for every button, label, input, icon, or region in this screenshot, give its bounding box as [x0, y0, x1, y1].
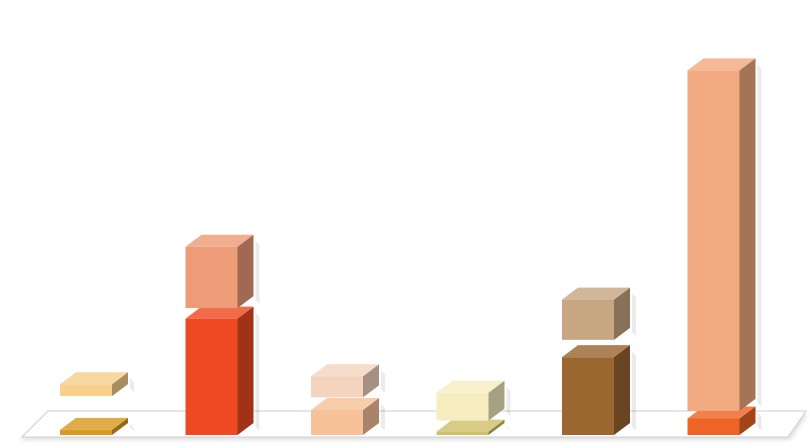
bar-1-bottom-segment-top	[60, 417, 128, 430]
bar-1-bottom-segment-side	[112, 417, 128, 435]
bar-1-top-segment-front	[60, 384, 112, 397]
bar-4-bottom-segment-shadow	[506, 425, 511, 431]
bar-1-bottom-segment-front	[60, 429, 112, 435]
bar-5-top-segment-shadow	[632, 293, 636, 336]
bar-group-5	[562, 287, 636, 435]
bar-2-top-segment-top	[185, 234, 254, 247]
bar-1-top-segment	[60, 372, 134, 397]
bar-2-bottom-segment	[185, 306, 260, 435]
bar-2-top-segment	[185, 234, 260, 309]
bar-5-top-segment-top	[562, 287, 630, 300]
bar-2-top-segment-shadow	[255, 240, 260, 305]
bar-1-bottom-segment-shadow	[130, 423, 134, 431]
bar-4-top-segment-side	[488, 380, 505, 421]
bar-2-top-segment-front	[185, 246, 238, 309]
bar-group-6	[687, 58, 762, 435]
bar-3-bottom-segment-side	[363, 398, 379, 435]
bar-5-bottom-segment-side	[614, 345, 630, 435]
bar-3-bottom-segment-top	[311, 398, 379, 411]
bar-6-bottom-segment-shadow	[757, 412, 762, 431]
bar-1-top-segment-top	[60, 372, 128, 385]
bar-3-bottom-segment	[311, 398, 385, 435]
bar-4-bottom-segment-front	[436, 431, 489, 435]
bar-5-top-segment-side	[614, 287, 630, 340]
bar-group-1	[60, 372, 134, 435]
bar-3-bottom-segment-shadow	[381, 404, 385, 431]
bar-group-4	[436, 380, 511, 435]
bar-4-top-segment-front	[436, 392, 489, 421]
bar-6-top-segment-shadow	[757, 64, 762, 407]
bar-group-3	[311, 364, 385, 435]
bar-4-top-segment-shadow	[506, 386, 511, 417]
bar-3-top-segment-side	[363, 364, 379, 398]
bar-3-top-segment-shadow	[381, 370, 385, 394]
bar-2-bottom-segment-side	[237, 306, 254, 435]
bar-4-bottom-segment-side	[488, 419, 505, 435]
bar-3-top-segment-front	[311, 376, 363, 398]
bar-5-bottom-segment-shadow	[632, 351, 636, 431]
bar-5-top-segment	[562, 287, 636, 340]
bar-4-top-segment-top	[436, 380, 505, 393]
bar-3-top-segment	[311, 364, 385, 398]
bar-3-bottom-segment-front	[311, 410, 363, 435]
bar-5-bottom-segment	[562, 345, 636, 435]
bar-5-bottom-segment-top	[562, 345, 630, 358]
bar-4-top-segment	[436, 380, 511, 421]
bar-2-bottom-segment-top	[185, 306, 254, 319]
bar-4-bottom-segment	[436, 419, 511, 435]
bar-6-top-segment-top	[687, 58, 756, 71]
bar-6-bottom-segment-side	[739, 406, 756, 435]
bar-5-top-segment-front	[562, 299, 614, 340]
bar-2-bottom-segment-front	[185, 318, 238, 435]
bar-6-top-segment	[687, 58, 762, 411]
bar-1-top-segment-side	[112, 372, 128, 397]
bar-group-2	[185, 234, 260, 435]
bar-1-top-segment-shadow	[130, 378, 134, 393]
bar-6-top-segment-front	[687, 70, 740, 411]
bar-2-bottom-segment-shadow	[255, 312, 260, 431]
bar-2-top-segment-side	[237, 234, 254, 309]
bar-1-bottom-segment	[60, 417, 134, 435]
bar-3-top-segment-top	[311, 364, 379, 377]
bar-6-top-segment-side	[739, 58, 756, 411]
bar-6-bottom-segment-front	[687, 418, 740, 435]
bar-4-bottom-segment-top	[436, 419, 505, 432]
bar-5-bottom-segment-front	[562, 357, 614, 435]
